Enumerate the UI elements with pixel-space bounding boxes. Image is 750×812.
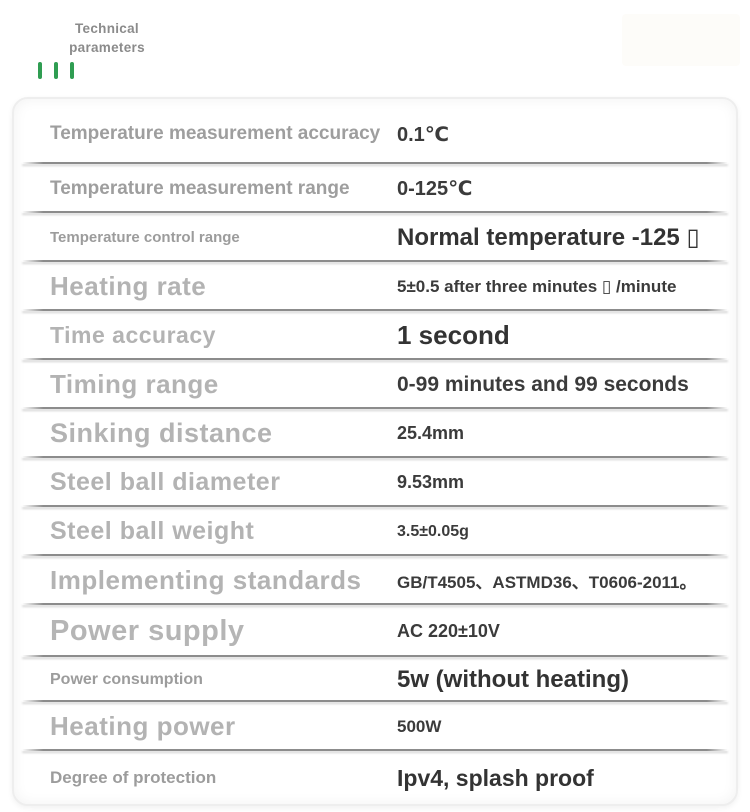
accent-bar-icon <box>54 62 58 79</box>
spec-label: Degree of protection <box>50 768 217 787</box>
table-row: Steel ball diameter 9.53mm <box>14 458 736 507</box>
spec-value: 0-125℃ <box>397 178 473 200</box>
spec-value: Ipv4, splash proof <box>397 764 594 791</box>
spec-value: 9.53mm <box>397 472 465 492</box>
spec-label: Timing range <box>50 369 219 399</box>
spec-label: Steel ball diameter <box>50 468 281 496</box>
table-row: Sinking distance 25.4mm <box>14 409 736 458</box>
table-row: Power consumption 5w (without heating) <box>14 657 736 702</box>
spec-label: Steel ball weight <box>50 517 255 545</box>
table-row: Steel ball weight 3.5±0.05g <box>14 507 736 556</box>
table-row: Heating rate 5±0.5 after three minutes ▯… <box>14 262 736 311</box>
spec-label: Power consumption <box>50 670 203 688</box>
section-title: Technical parameters <box>69 21 145 55</box>
spec-label: Heating rate <box>50 271 207 301</box>
spec-value: 0-99 minutes and 99 seconds <box>397 372 689 396</box>
spec-label: Temperature measurement accuracy <box>50 123 381 144</box>
table-row: Time accuracy 1 second <box>14 311 736 360</box>
table-row: Degree of protection Ipv4, splash proof <box>14 751 736 804</box>
table-row: Power supply AC 220±10V <box>14 605 736 657</box>
table-row: Temperature measurement range 0-125℃ <box>14 164 736 213</box>
spec-label: Power supply <box>50 614 245 647</box>
decorative-shape <box>622 14 740 66</box>
accent-bar-icon <box>38 62 42 79</box>
table-row: Temperature measurement accuracy 0.1℃ <box>14 104 736 164</box>
table-row: Heating power 500W <box>14 702 736 751</box>
spec-value: 1 second <box>397 320 510 350</box>
spec-label: Time accuracy <box>50 322 216 348</box>
spec-value: 5±0.5 after three minutes ▯ /minute <box>397 276 677 296</box>
table-row: Timing range 0-99 minutes and 99 seconds <box>14 360 736 409</box>
spec-value: 0.1℃ <box>397 123 450 146</box>
spec-value: 500W <box>397 716 442 736</box>
page-header: Technical parameters <box>0 0 750 97</box>
spec-label: Temperature measurement range <box>50 177 350 199</box>
accent-bar-icon <box>70 62 74 79</box>
spec-value: 3.5±0.05g <box>397 522 469 540</box>
table-row: Implementing standards GB/T4505、ASTMD36、… <box>14 556 736 605</box>
spec-label: Temperature control range <box>50 229 240 246</box>
spec-value: 25.4mm <box>397 423 465 443</box>
spec-table: Temperature measurement accuracy 0.1℃ Te… <box>12 97 738 806</box>
spec-value: AC 220±10V <box>397 620 500 641</box>
spec-value: GB/T4505、ASTMD36、T0606-2011。 <box>397 573 697 592</box>
spec-label: Sinking distance <box>50 418 273 448</box>
spec-label: Heating power <box>50 711 236 741</box>
table-row: Temperature control range Normal tempera… <box>14 213 736 262</box>
accent-bars <box>38 62 74 79</box>
spec-value: Normal temperature -125 ▯ <box>397 224 700 251</box>
spec-label: Implementing standards <box>50 565 362 595</box>
spec-value: 5w (without heating) <box>397 665 629 693</box>
